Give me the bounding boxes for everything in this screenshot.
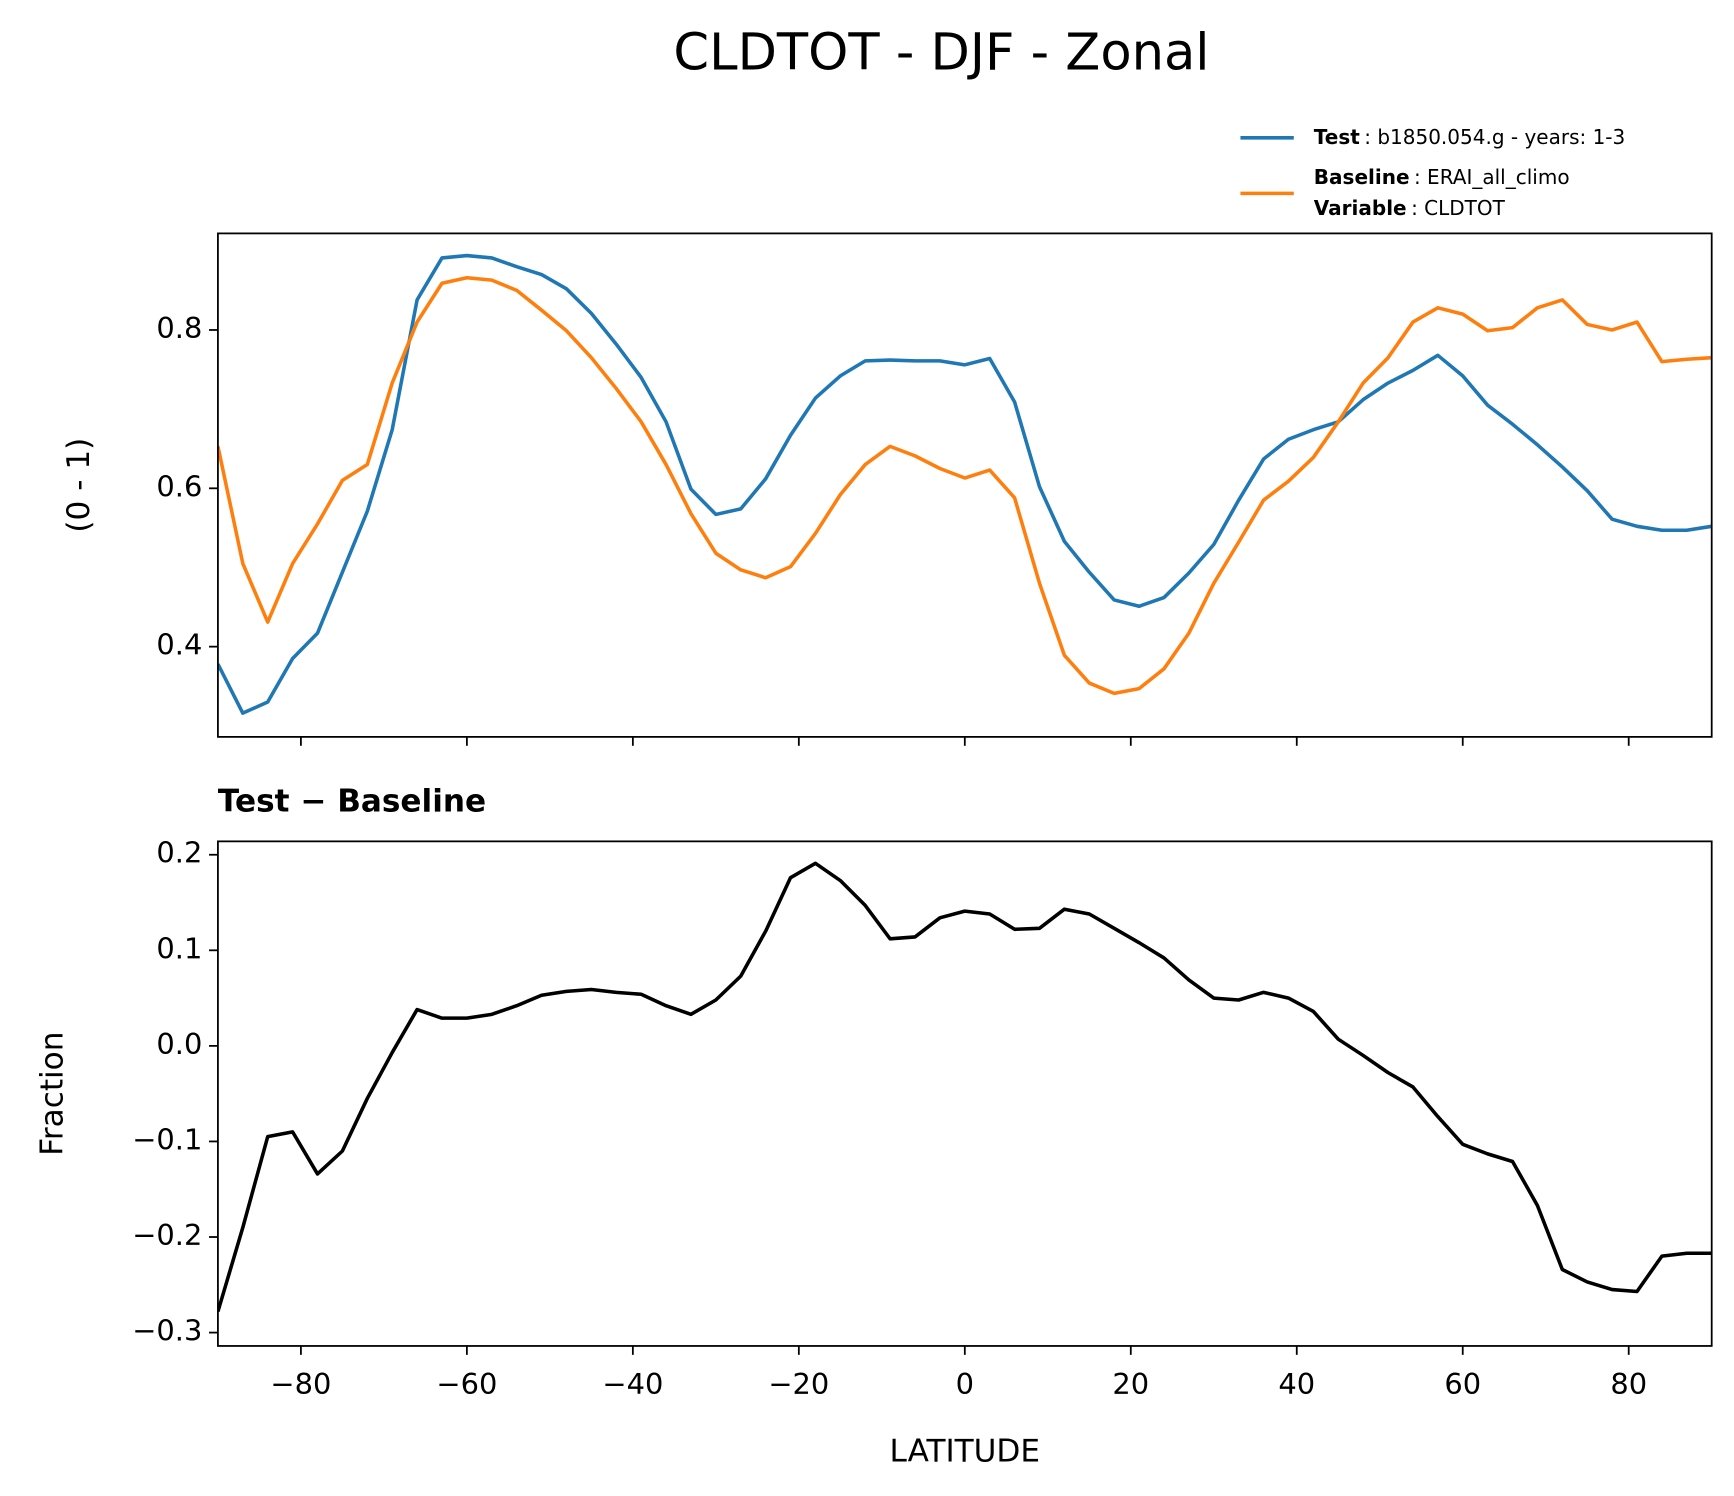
data-line xyxy=(217,253,1712,715)
legend-name: Baseline xyxy=(1314,164,1410,188)
y-axis-label: Fraction xyxy=(34,1032,70,1156)
y-tick-label: −0.3 xyxy=(132,1314,202,1348)
x-tick-label: −80 xyxy=(270,1367,331,1401)
x-tick-label: 0 xyxy=(956,1367,974,1401)
x-tick-label: 60 xyxy=(1444,1367,1481,1401)
legend-label: Baseline: ERAI_all_climo xyxy=(1314,164,1570,188)
x-tick-label: −60 xyxy=(436,1367,497,1401)
legend-desc: : b1850.054.g - years: 1-3 xyxy=(1364,124,1625,148)
legend-name: Test xyxy=(1314,124,1360,148)
axes-frame xyxy=(217,840,1713,1347)
legend-label: Variable: CLDTOT xyxy=(1314,195,1506,219)
y-tick-label: −0.1 xyxy=(132,1122,202,1156)
legend-label: Test: b1850.054.g - years: 1-3 xyxy=(1314,124,1625,148)
y-tick-label: 0.1 xyxy=(156,931,202,965)
y-tick-label: −0.2 xyxy=(132,1218,202,1252)
x-tick-label: 40 xyxy=(1278,1367,1315,1401)
legend-desc: : ERAI_all_climo xyxy=(1414,164,1570,188)
legend-desc: : CLDTOT xyxy=(1411,195,1506,219)
x-tick-label: −20 xyxy=(768,1367,829,1401)
legend-name: Variable xyxy=(1314,195,1407,219)
x-axis-label: LATITUDE xyxy=(890,1434,1040,1470)
y-tick-label: 0.8 xyxy=(156,311,202,345)
data-line xyxy=(217,861,1712,1313)
x-tick-label: −40 xyxy=(602,1367,663,1401)
y-tick-label: 0.2 xyxy=(156,836,202,870)
x-tick-label: 20 xyxy=(1112,1367,1149,1401)
y-tick-label: 0.6 xyxy=(156,469,202,503)
y-axis-label: (0 - 1) xyxy=(61,438,97,533)
y-tick-label: 0.0 xyxy=(156,1027,202,1061)
axes-title: Test − Baseline xyxy=(218,783,486,819)
x-tick-label: 80 xyxy=(1610,1367,1647,1401)
chart-title: CLDTOT - DJF - Zonal xyxy=(673,24,1209,83)
y-tick-label: 0.4 xyxy=(156,628,202,662)
data-line xyxy=(217,275,1712,696)
axes-frame xyxy=(217,232,1713,738)
